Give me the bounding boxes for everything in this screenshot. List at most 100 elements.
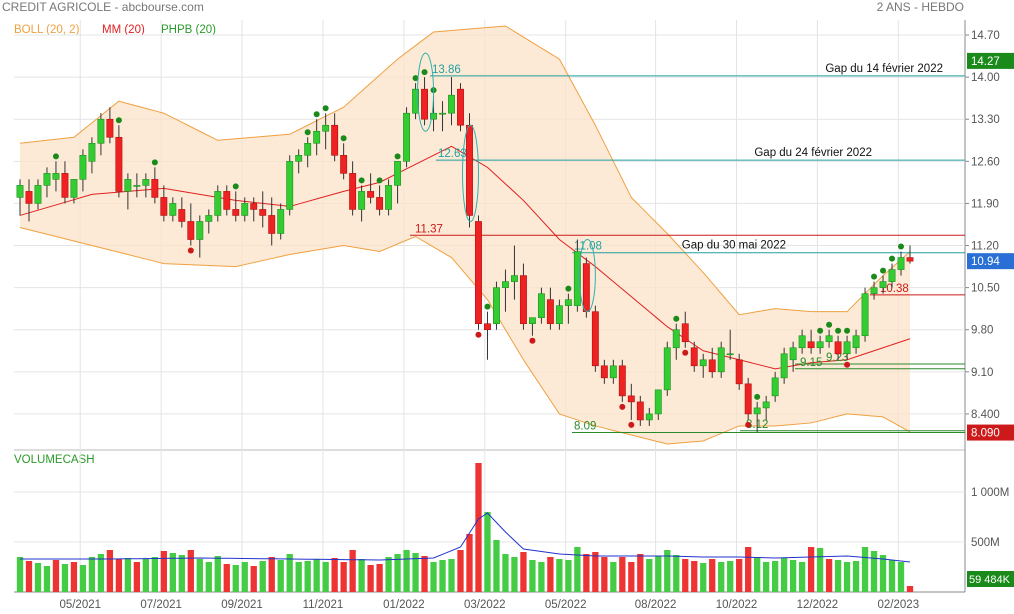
volume-bar [754,557,761,592]
volume-tick-label: 500M [971,537,1000,549]
volume-bar [79,565,87,592]
volume-bar [421,556,428,592]
time-tick-label: 11/2021 [303,599,344,611]
phpb-high-marker [52,153,59,160]
candle-body [106,118,114,138]
volume-bar [16,557,24,592]
candle-body [367,191,375,198]
candle-body [753,407,761,415]
volume-bar [277,560,284,592]
volume-bar [511,557,518,592]
phpb-high-marker [376,177,383,184]
gap-line-label: Gap du 24 février 2022 [754,147,872,159]
volume-bar [313,559,320,592]
candle-body [133,185,141,187]
level-label: 11.37 [415,223,443,235]
candle-body [825,335,833,343]
candle-body [205,215,213,222]
volume-bar [160,551,167,592]
phpb-high-marker [304,129,311,136]
candle-body [385,185,393,210]
phpb-high-marker [322,105,329,112]
candle-body [322,124,330,132]
candle-body [789,347,797,361]
candle-body [493,287,500,325]
period-label: 2 ANS - HEBDO [876,0,964,14]
volume-bar [484,512,491,592]
volume-bar [178,555,185,592]
phpb-low-marker [475,331,482,338]
volume-bar [789,560,797,592]
candle-body [25,191,33,204]
price-badge [967,253,1014,270]
volume-bar [286,554,293,592]
volume-bar [673,555,680,592]
volume-bar [745,547,752,592]
volume-bar [807,547,815,592]
candle-body [241,203,249,216]
candle-body [879,281,887,288]
legend: BOLL (20, 2) MM (20) PHPB (20) [14,24,216,36]
volume-bar [268,557,275,592]
volume-bar [565,560,572,592]
volume-bar [367,565,374,592]
level-label: 8.09 [574,421,596,433]
phpb-high-marker [340,135,347,142]
volume-bar [825,559,833,592]
volume-bar [646,559,653,592]
volume-bar [187,550,194,592]
gap-value-label: 13.86 [432,64,461,76]
level-label: 9.23 [826,352,848,364]
phpb-high-marker [835,327,842,334]
candle-body [654,389,662,415]
volume-bar [169,553,176,592]
volume-bar [457,550,464,592]
volume-bar [34,563,42,592]
volume-bar [115,559,123,592]
candle-body [591,311,599,367]
candle-body [708,359,716,373]
candle-body [358,191,366,210]
candle-body [61,173,69,198]
price-tick-label: 11.90 [971,198,999,210]
volume-bar [664,550,671,592]
candle-body [403,112,411,162]
candle-body [79,155,87,180]
volume-bar [897,562,905,592]
price-tick-label: 14.70 [971,30,1000,42]
volume-bar [879,555,887,592]
volume-bar [403,550,410,592]
time-tick-label: 05/2022 [545,599,587,611]
candle-body [744,383,752,415]
volume-bar [888,560,896,592]
candle-body [196,221,204,240]
candle-body [313,130,321,144]
phpb-high-marker [394,153,401,160]
candle-body [519,275,527,325]
volume-bar [349,550,356,592]
candle-body [681,323,689,343]
chart-title: CREDIT AGRICOLE - abcbourse.com [2,0,204,14]
candle-body [394,161,402,186]
volume-bar [574,547,581,592]
volume-bar [870,551,878,592]
gap-highlight [578,239,596,313]
candle-body [52,173,60,180]
volume-bar [295,562,302,592]
candle-body [726,353,734,356]
volume-bar [529,560,536,592]
volume-bar [70,562,78,592]
time-tick-label: 09/2021 [221,599,263,611]
volume-title: VOLUMECASH [14,454,95,466]
gap-value-label: 11.08 [574,241,602,253]
candle-body [573,251,581,306]
volume-tick-label: 1 000M [971,487,1009,499]
candle-body [304,142,312,156]
volume-bar [718,562,725,592]
phpb-high-marker [115,117,122,124]
volume-bar [619,557,626,592]
legend-boll: BOLL (20, 2) [14,24,80,36]
volume-bar [583,554,590,592]
candle-body [852,335,860,349]
candle-body [448,94,455,114]
